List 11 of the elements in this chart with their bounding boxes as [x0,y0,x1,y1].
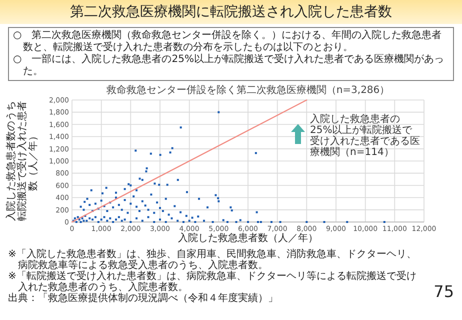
x-axis-title: 入院した救急患者数（人／年） [177,233,319,245]
text: ○ 一部には、入院した救急患者の25%以上が転院搬送で受け入れた患者である医療機関があった。 [13,54,445,78]
text: ※「入院した救急患者数」は、独歩、自家用車、民間救急車、消防救急車、ドクターヘリ、病院救急車等による救急受入患者のうち、入院患者数。 [8,249,418,271]
annotation: 入院した救急患者の25%以上が転院搬送で受け入れた患者である医療機関（n=114） [310,114,421,158]
y-axis-title: 入院した救急患者数のうち転院搬送で受け入れた患者数（人／年） [6,100,39,222]
text: ○ 第二次救急医療機関（救命救急センター併設を除く。）における、年間の入院した救急患者数と、転院搬送で受け入れた患者数の分布を示したものは以下のとおり。 [13,30,443,54]
text: 75 [434,282,454,301]
text: ※「転院搬送で受け入れた患者数」は、病院救急車、ドクターヘリ等による転院搬送で受け入れた救急患者のうち、入院患者数。 [8,271,418,293]
source-note: 出典：「救急医療提供体制の現況調べ（令和４年度実績）」 [8,293,279,304]
chart-subtitle: 救命救急センター併設を除く第二次救急医療機関（n=3,286） [105,85,391,97]
chart-title: 第二次救急医療機関に転院搬送され入院した患者数 [0,0,462,24]
